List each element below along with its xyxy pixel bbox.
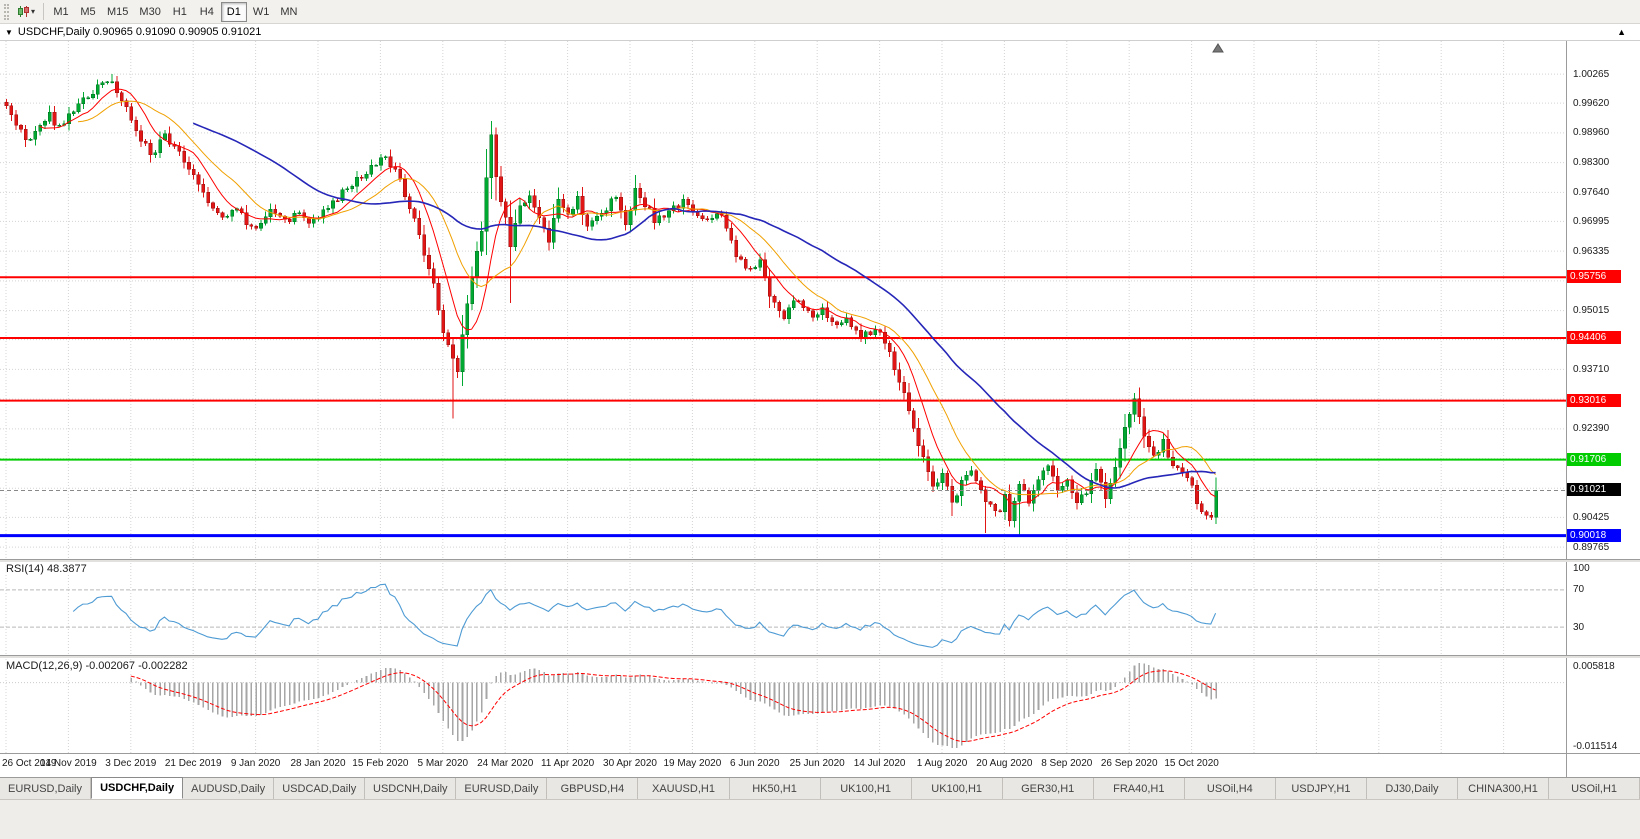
time-axis-label: 14 Nov 2019 <box>40 758 97 769</box>
price-axis-label: 0.98300 <box>1573 157 1610 169</box>
time-axis-label: 11 Apr 2020 <box>540 758 595 769</box>
timeframe-button-M1[interactable]: M1 <box>53 5 69 18</box>
ma-8-line[interactable] <box>39 88 1216 505</box>
timeframe-button-D1[interactable]: D1 <box>220 1 247 22</box>
price-axis-label: 0.98960 <box>1573 127 1610 139</box>
price-axis-label: 0.99620 <box>1573 97 1610 109</box>
chart-info-strip: ▼ USDCHF,Daily 0.90965 0.91090 0.90905 0… <box>0 24 1640 41</box>
time-axis-label: 20 Aug 2020 <box>976 758 1033 769</box>
macd-signal-line[interactable] <box>130 670 1216 743</box>
chart-tab-UK100-H1[interactable]: UK100,H1 <box>912 778 1003 799</box>
price-badge-0.95756: 0.95756 <box>1567 270 1621 284</box>
timeframe-button-W1[interactable]: W1 <box>252 5 270 18</box>
price-axis-label: 0.90425 <box>1573 511 1610 523</box>
grid <box>0 41 1566 753</box>
ma-40-line[interactable] <box>192 122 1216 489</box>
timeframe-button-M30[interactable]: M30 <box>139 5 161 18</box>
chart-tab-GER30-H1[interactable]: GER30,H1 <box>1003 778 1094 799</box>
toolbar-grip[interactable] <box>4 3 9 20</box>
time-axis-label: 6 Jun 2020 <box>730 758 780 769</box>
macd-axis-label: -0.011514 <box>1573 740 1618 752</box>
time-axis-label: 26 Sep 2020 <box>1100 758 1158 769</box>
time-axis-label: 15 Feb 2020 <box>352 758 409 769</box>
time-axis-label: 9 Jan 2020 <box>230 758 281 769</box>
rsi-line[interactable] <box>72 583 1217 648</box>
price-badge-0.93016: 0.93016 <box>1567 393 1621 407</box>
price-badge-0.91706: 0.91706 <box>1567 452 1621 466</box>
price-axis-label: 0.92390 <box>1573 423 1610 435</box>
chart-tab-USOil-H4[interactable]: USOil,H4 <box>1185 778 1276 799</box>
time-axis-label: 24 Mar 2020 <box>477 758 534 769</box>
chart-tab-FRA40-H1[interactable]: FRA40,H1 <box>1094 778 1185 799</box>
chart-tab-USDCNH-Daily[interactable]: USDCNH,Daily <box>365 778 457 799</box>
chart-tab-AUDUSD-Daily[interactable]: AUDUSD,Daily <box>183 778 275 799</box>
time-axis-label: 21 Dec 2019 <box>164 758 222 769</box>
chart-tab-EURUSD-Daily[interactable]: EURUSD,Daily <box>456 778 548 799</box>
chart-tab-bar: EURUSD,Daily USDCHF,Daily AUDUSD,Daily USDC… <box>0 777 1640 799</box>
chart-tab-XAUUSD-H1[interactable]: XAUUSD,H1 <box>638 778 730 799</box>
macd-axis-label: 0.005818 <box>1573 660 1615 672</box>
price-badge-0.94406: 0.94406 <box>1567 331 1621 345</box>
price-axis-label: 0.95015 <box>1573 305 1610 317</box>
candles[interactable] <box>4 74 1218 536</box>
time-axis-label: 5 Mar 2020 <box>417 758 469 769</box>
bottom-strip <box>0 799 1640 839</box>
panel-divider[interactable] <box>0 655 1640 658</box>
timeframe-button-H1[interactable]: H1 <box>172 5 187 18</box>
rsi-axis-label: 70 <box>1573 584 1585 596</box>
time-axis-label: 8 Sep 2020 <box>1041 758 1093 769</box>
chart-tab-USOil-H1[interactable]: USOil,H1 <box>1549 778 1640 799</box>
timeframe-button-M5[interactable]: M5 <box>80 5 96 18</box>
chevron-down-icon: ▾ <box>31 7 36 16</box>
timeframe-toolbar: ▾ M1 M5 M15 M30 H1 H4 D1 W1 MN <box>0 0 1640 24</box>
chart-type-button[interactable]: ▾ <box>13 1 39 22</box>
chart-shift-marker[interactable] <box>1212 43 1224 53</box>
ma-16-line[interactable] <box>77 100 1216 496</box>
time-axis-label: 15 Oct 2020 <box>1164 758 1219 769</box>
timeframe-button-M15[interactable]: M15 <box>107 5 129 18</box>
chart-tab-EURUSD-Daily[interactable]: EURUSD,Daily <box>0 778 92 799</box>
rsi-axis-label: 100 <box>1573 562 1590 574</box>
chart-tab-DJ30-Daily[interactable]: DJ30,Daily <box>1367 778 1458 799</box>
toolbar-separator <box>43 3 45 20</box>
time-axis-label: 26 Oct 2019 <box>2 758 57 769</box>
time-axis-label: 30 Apr 2020 <box>603 758 657 769</box>
time-axis[interactable]: 26 Oct 2019 14 Nov 2019 3 Dec 2019 21 Dec 2… <box>0 754 1566 777</box>
candlestick-chart-icon <box>18 6 29 17</box>
chart-tab-USDCHF-Daily[interactable]: USDCHF,Daily <box>91 777 184 799</box>
price-axis-label: 0.93710 <box>1573 363 1610 375</box>
price-axis-label: 0.96335 <box>1573 245 1610 257</box>
price-badge-0.90018: 0.90018 <box>1567 528 1621 542</box>
chart-tab-CHINA300-H1[interactable]: CHINA300,H1 <box>1458 778 1550 799</box>
price-axis-label: 0.96995 <box>1573 215 1610 227</box>
chart-info-line: USDCHF,Daily 0.90965 0.91090 0.90905 0.9… <box>17 26 262 38</box>
price-axis[interactable]: 1.00265 0.99620 0.98960 0.98300 0.97640 0.969… <box>1566 24 1640 777</box>
chart-tab-GBPUSD-H4[interactable]: GBPUSD,H4 <box>547 778 639 799</box>
panel-divider[interactable] <box>0 559 1640 562</box>
chart-tab-HK50-H1[interactable]: HK50,H1 <box>730 778 821 799</box>
time-axis-label: 28 Jan 2020 <box>290 758 346 769</box>
chart-tab-UK100-H1[interactable]: UK100,H1 <box>821 778 912 799</box>
timeframe-button-MN[interactable]: MN <box>280 5 298 18</box>
time-axis-label: 1 Aug 2020 <box>916 758 968 769</box>
chart-tab-USDJPY-H1[interactable]: USDJPY,H1 <box>1276 778 1367 799</box>
scroll-up-arrow-icon[interactable]: ▲ <box>1617 27 1626 37</box>
macd-histogram <box>130 663 1217 748</box>
timeframe-button-H4[interactable]: H4 <box>199 5 214 18</box>
price-axis-label: 0.89765 <box>1573 541 1610 553</box>
time-axis-label: 14 Jul 2020 <box>853 758 906 769</box>
dropdown-triangle-icon[interactable]: ▼ <box>5 27 13 37</box>
price-axis-label: 1.00265 <box>1573 68 1610 80</box>
rsi-axis-label: 30 <box>1573 621 1585 633</box>
chart-tab-USDCAD-Daily[interactable]: USDCAD,Daily <box>274 778 366 799</box>
rsi-indicator-label: RSI(14) 48.3877 <box>4 563 89 575</box>
macd-indicator-label: MACD(12,26,9) -0.002067 -0.002282 <box>4 660 190 672</box>
time-axis-label: 3 Dec 2019 <box>105 758 157 769</box>
time-axis-label: 25 Jun 2020 <box>789 758 845 769</box>
timeframe-buttons: M1 M5 M15 M30 H1 H4 D1 W1 MN <box>48 1 302 22</box>
price-axis-label: 0.97640 <box>1573 186 1610 198</box>
current-price-badge: 0.91021 <box>1567 483 1621 497</box>
time-axis-label: 19 May 2020 <box>663 758 722 769</box>
